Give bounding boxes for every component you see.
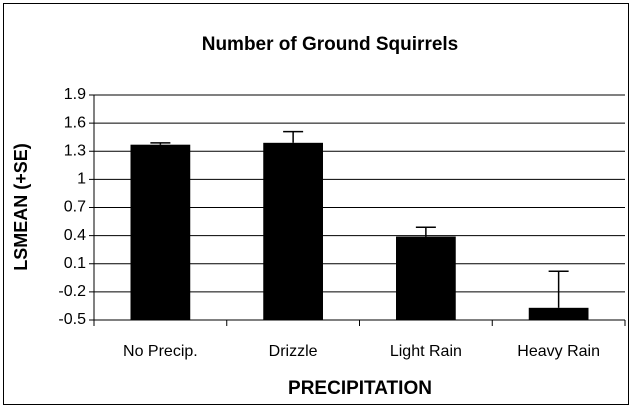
x-tick-label: Light Rain [390, 343, 462, 360]
x-tick-label: No Precip. [123, 343, 198, 360]
y-tick-label: -0.5 [58, 311, 86, 328]
y-tick-label: 1 [77, 171, 86, 188]
y-tick-label: 1.6 [64, 114, 86, 131]
x-tick-label: Heavy Rain [517, 343, 600, 360]
x-axis-label: PRECIPITATION [288, 378, 432, 399]
bar [130, 144, 191, 320]
y-tick-label: 1.3 [64, 142, 86, 159]
bar [528, 307, 589, 320]
chart-title: Number of Ground Squirrels [202, 34, 459, 55]
bar [396, 236, 456, 320]
y-axis-label: LSMEAN (+SE) [11, 143, 31, 271]
y-tick-label: 1.9 [64, 86, 86, 103]
y-tick-label: -0.2 [58, 283, 86, 300]
y-tick-label: 0.7 [64, 199, 86, 216]
bar [263, 142, 323, 320]
y-tick-label: 0.4 [64, 227, 86, 244]
y-tick-label: 0.1 [64, 255, 86, 272]
x-tick-label: Drizzle [269, 343, 318, 360]
